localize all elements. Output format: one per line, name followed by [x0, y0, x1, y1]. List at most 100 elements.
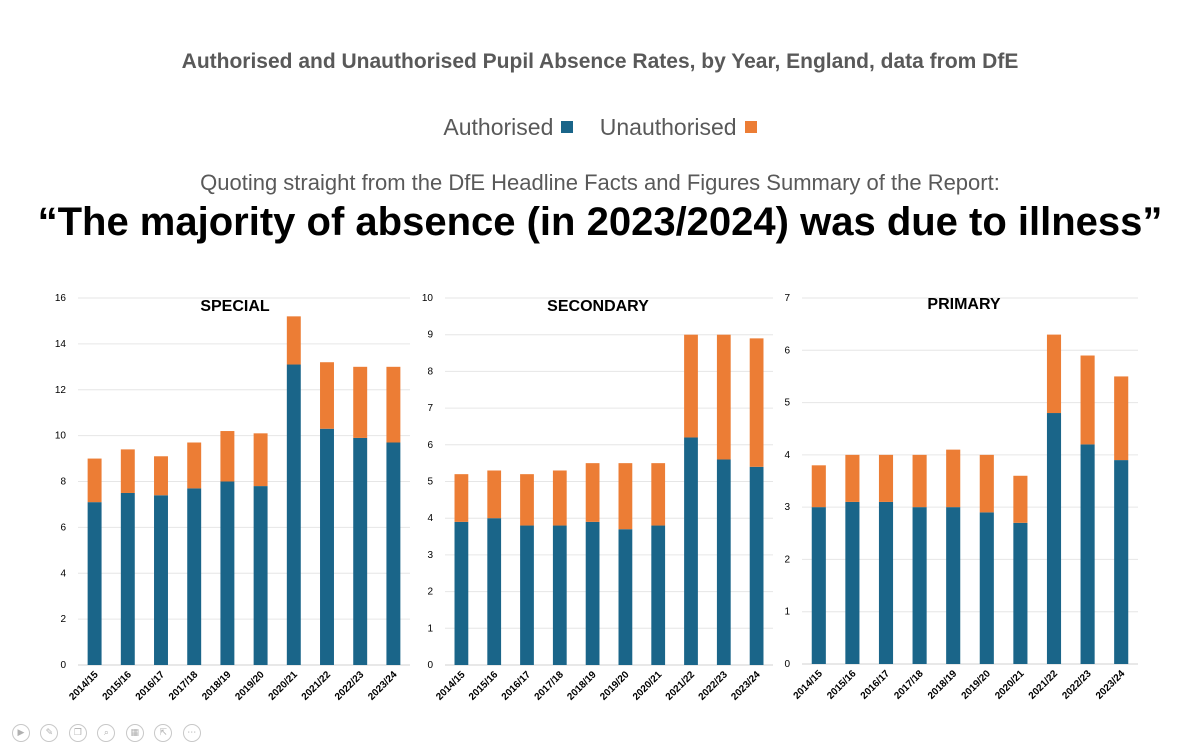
- y-tick-label: 14: [55, 339, 67, 350]
- x-tick-label: 2021/22: [1027, 668, 1061, 702]
- chart-main-title: Authorised and Unauthorised Pupil Absenc…: [181, 50, 1019, 73]
- x-tick-label: 2016/17: [134, 669, 168, 703]
- bar-authorised: [87, 502, 102, 665]
- x-tick-label: 2017/18: [167, 669, 201, 703]
- bar-unauthorised: [187, 442, 202, 489]
- bar-authorised: [286, 364, 301, 665]
- bar-authorised: [1114, 460, 1129, 664]
- y-tick-label: 1: [427, 623, 433, 634]
- bar-unauthorised: [749, 338, 764, 467]
- y-tick-label: 0: [60, 660, 66, 671]
- bar-authorised: [487, 518, 502, 665]
- y-tick-label: 10: [422, 293, 434, 304]
- pen-icon[interactable]: ✎: [40, 724, 59, 742]
- x-tick-label: 2020/21: [631, 669, 665, 703]
- bar-unauthorised: [454, 474, 469, 522]
- bar-unauthorised: [979, 454, 994, 513]
- bar-authorised: [946, 507, 961, 664]
- bar-authorised: [651, 525, 666, 665]
- bar-authorised: [618, 529, 633, 665]
- x-tick-label: 2023/24: [729, 669, 763, 703]
- chart-special: 0 2 4 6 8 10 12 14 16 SPECIAL 2014/15 2015/16 2016/1…: [55, 293, 410, 703]
- chart-secondary: 0 1 2 3 4 5 6 7 8 9 10 SECONDARY 2014/15 2015/16 2016/…: [422, 293, 773, 703]
- bar-authorised: [454, 521, 469, 665]
- bar-authorised: [520, 525, 534, 665]
- bar-authorised: [716, 459, 731, 665]
- y-tick-label: 5: [784, 398, 790, 409]
- presentation-toolbar: ▶ ✎ ❐ ⌕ ▦ ⇱ ⋯: [12, 724, 207, 742]
- bar-authorised: [220, 481, 235, 665]
- bar-unauthorised: [220, 431, 235, 482]
- chart-title: PRIMARY: [927, 296, 1001, 313]
- bar-authorised: [386, 442, 401, 665]
- y-tick-label: 6: [427, 440, 433, 451]
- copy-icon[interactable]: ❐: [68, 724, 87, 742]
- bar-unauthorised: [946, 449, 961, 508]
- y-tick-label: 6: [784, 345, 790, 356]
- bar-unauthorised: [120, 449, 135, 493]
- x-tick-label: 2016/17: [500, 669, 534, 703]
- share-icon[interactable]: ⇱: [154, 724, 173, 742]
- quote-intro: Quoting straight from the DfE Headline F…: [200, 170, 1000, 195]
- bar-authorised: [749, 466, 764, 665]
- more-icon[interactable]: ⋯: [182, 724, 201, 742]
- bar-authorised: [585, 521, 600, 665]
- x-tick-label: 2021/22: [300, 669, 334, 703]
- bar-authorised: [253, 486, 268, 665]
- y-tick-label: 4: [60, 568, 66, 579]
- y-tick-label: 5: [427, 477, 433, 488]
- y-tick-label: 4: [427, 513, 433, 524]
- bar-authorised: [1080, 444, 1095, 664]
- bar-unauthorised: [811, 465, 826, 508]
- x-tick-label: 2023/24: [366, 669, 400, 703]
- legend: Authorised Unauthorised: [0, 114, 1200, 141]
- x-tick-label: 2015/16: [101, 669, 135, 703]
- bar-unauthorised: [585, 463, 600, 522]
- x-tick-label: 2018/19: [565, 669, 599, 703]
- grid-icon[interactable]: ▦: [125, 724, 144, 742]
- bar-unauthorised: [716, 334, 731, 460]
- x-tick-label: 2018/19: [200, 669, 234, 703]
- bar-authorised: [1013, 522, 1028, 664]
- x-tick-label: 2021/22: [664, 669, 698, 703]
- y-tick-label: 2: [60, 614, 66, 625]
- y-tick-label: 4: [784, 450, 790, 461]
- y-tick-label: 0: [784, 659, 790, 670]
- x-tick-label: 2015/16: [825, 668, 859, 702]
- chart-primary: 0 1 2 3 4 5 6 7 PRIMARY 2014/15 2015/16 2016/17 2017…: [784, 293, 1138, 702]
- x-tick-label: 2015/16: [467, 669, 501, 703]
- y-tick-label: 0: [427, 660, 433, 671]
- bar-unauthorised: [1046, 334, 1062, 414]
- headline-quote: “The majority of absence (in 2023/2024) …: [37, 200, 1163, 244]
- bar-unauthorised: [845, 454, 860, 502]
- bar-authorised: [187, 488, 202, 665]
- y-tick-label: 3: [427, 550, 433, 561]
- x-tick-label: 2019/20: [960, 668, 994, 702]
- x-tick-label: 2016/17: [859, 668, 893, 702]
- bar-authorised: [552, 525, 567, 665]
- bar-unauthorised: [1114, 376, 1129, 461]
- bar-unauthorised: [253, 433, 268, 487]
- zoom-icon[interactable]: ⌕: [97, 724, 116, 742]
- x-tick-label: 2017/18: [892, 668, 926, 702]
- legend-authorised-label: Authorised: [443, 114, 554, 140]
- x-tick-label: 2019/20: [598, 669, 632, 703]
- bar-authorised: [1046, 413, 1062, 664]
- x-tick-label: 2014/15: [434, 669, 468, 703]
- x-tick-label: 2020/21: [993, 668, 1027, 702]
- bar-unauthorised: [912, 454, 927, 508]
- bar-unauthorised: [618, 463, 633, 530]
- y-tick-label: 7: [427, 403, 433, 414]
- play-icon[interactable]: ▶: [12, 724, 30, 742]
- bar-unauthorised: [320, 362, 334, 429]
- y-tick-label: 2: [784, 554, 790, 565]
- legend-unauthorised-swatch: [744, 120, 757, 133]
- bar-unauthorised: [154, 456, 168, 496]
- y-tick-label: 1: [784, 607, 790, 618]
- y-tick-label: 10: [55, 431, 67, 442]
- bar-unauthorised: [684, 334, 698, 438]
- x-tick-label: 2022/23: [333, 669, 367, 703]
- bar-authorised: [845, 501, 860, 664]
- y-tick-label: 8: [60, 477, 66, 488]
- bar-unauthorised: [1080, 355, 1095, 445]
